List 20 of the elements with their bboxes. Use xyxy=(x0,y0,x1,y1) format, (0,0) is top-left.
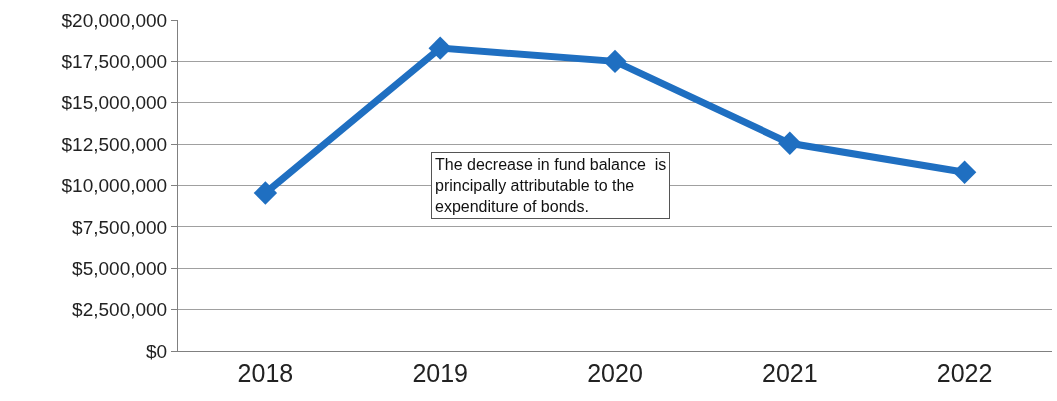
x-tick-label: 2022 xyxy=(936,359,993,387)
x-tick-label: 2018 xyxy=(237,359,294,387)
y-tick-label: $20,000,000 xyxy=(61,9,168,31)
point xyxy=(603,49,627,74)
y-tick-label: $5,000,000 xyxy=(72,257,168,279)
point xyxy=(253,181,278,205)
y-tick-label: $17,500,000 xyxy=(61,51,168,73)
y-tick-label: $10,000,000 xyxy=(61,175,168,197)
point xyxy=(428,36,452,60)
x-tick-label: 2021 xyxy=(761,359,818,387)
y-tick-label: $7,500,000 xyxy=(72,216,168,238)
point xyxy=(778,131,802,155)
y-tick-label: $0 xyxy=(146,340,168,362)
y-tick-label: $2,500,000 xyxy=(72,299,168,321)
x-tick-label: 2020 xyxy=(587,359,643,387)
y-tick-label: $12,500,000 xyxy=(61,133,168,155)
x-tick-label: 2019 xyxy=(412,359,469,387)
annotation: The decrease in fund balance is principally attributable to the expenditure of bonds. xyxy=(435,156,667,215)
point xyxy=(952,160,977,184)
y-tick-label: $15,000,000 xyxy=(61,92,168,114)
